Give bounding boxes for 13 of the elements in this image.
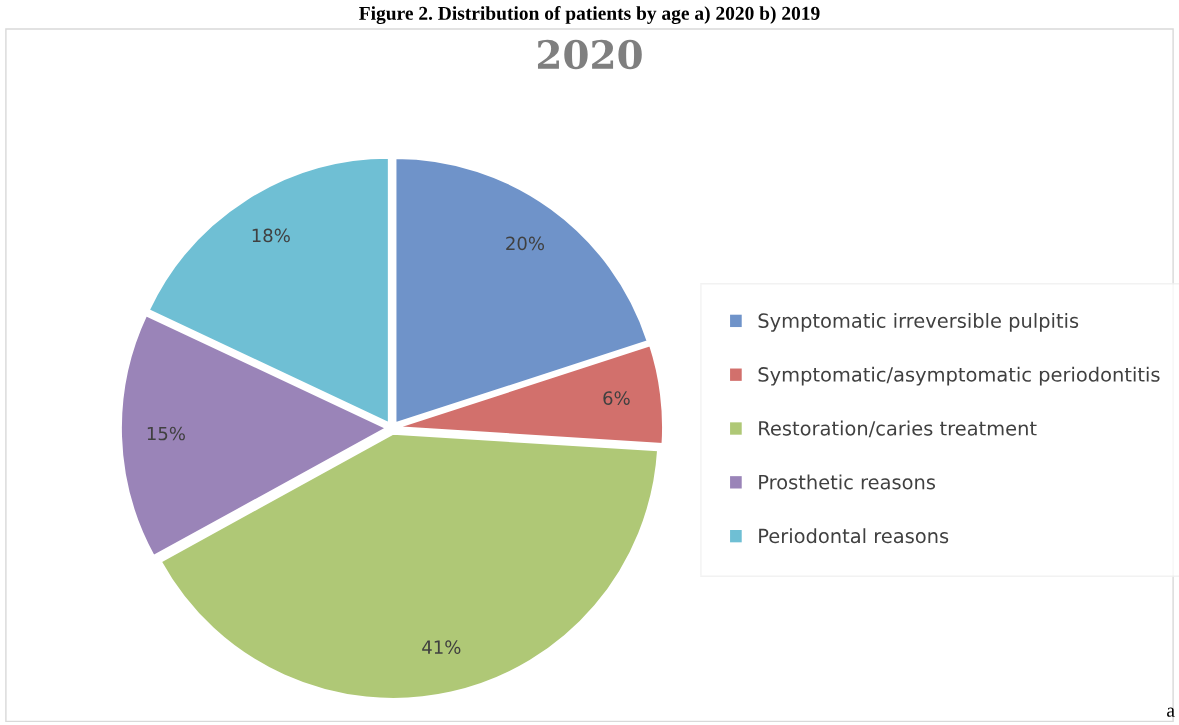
caption: Figure 2. Distribution of patients by age a) 2020 b) 2019 [359, 6, 820, 24]
legend-label: Periodontal reasons [759, 528, 949, 544]
legend-label: Symptomatic irreversible pulpitis [758, 312, 1079, 332]
data-label: 18% [252, 228, 290, 243]
legend-label: Restoration/caries treatment [759, 420, 1037, 438]
data-label: 20% [506, 236, 545, 251]
data-label: 6% [603, 391, 630, 405]
data-label: 41% [422, 640, 461, 654]
chart-title: 2020 [537, 39, 642, 70]
legend-label: Symptomatic/asymptomatic periodontitis [758, 366, 1160, 386]
text: a [1167, 707, 1175, 717]
data-label: 15% [147, 426, 185, 441]
legend-label: Prosthetic reasons [759, 474, 936, 490]
